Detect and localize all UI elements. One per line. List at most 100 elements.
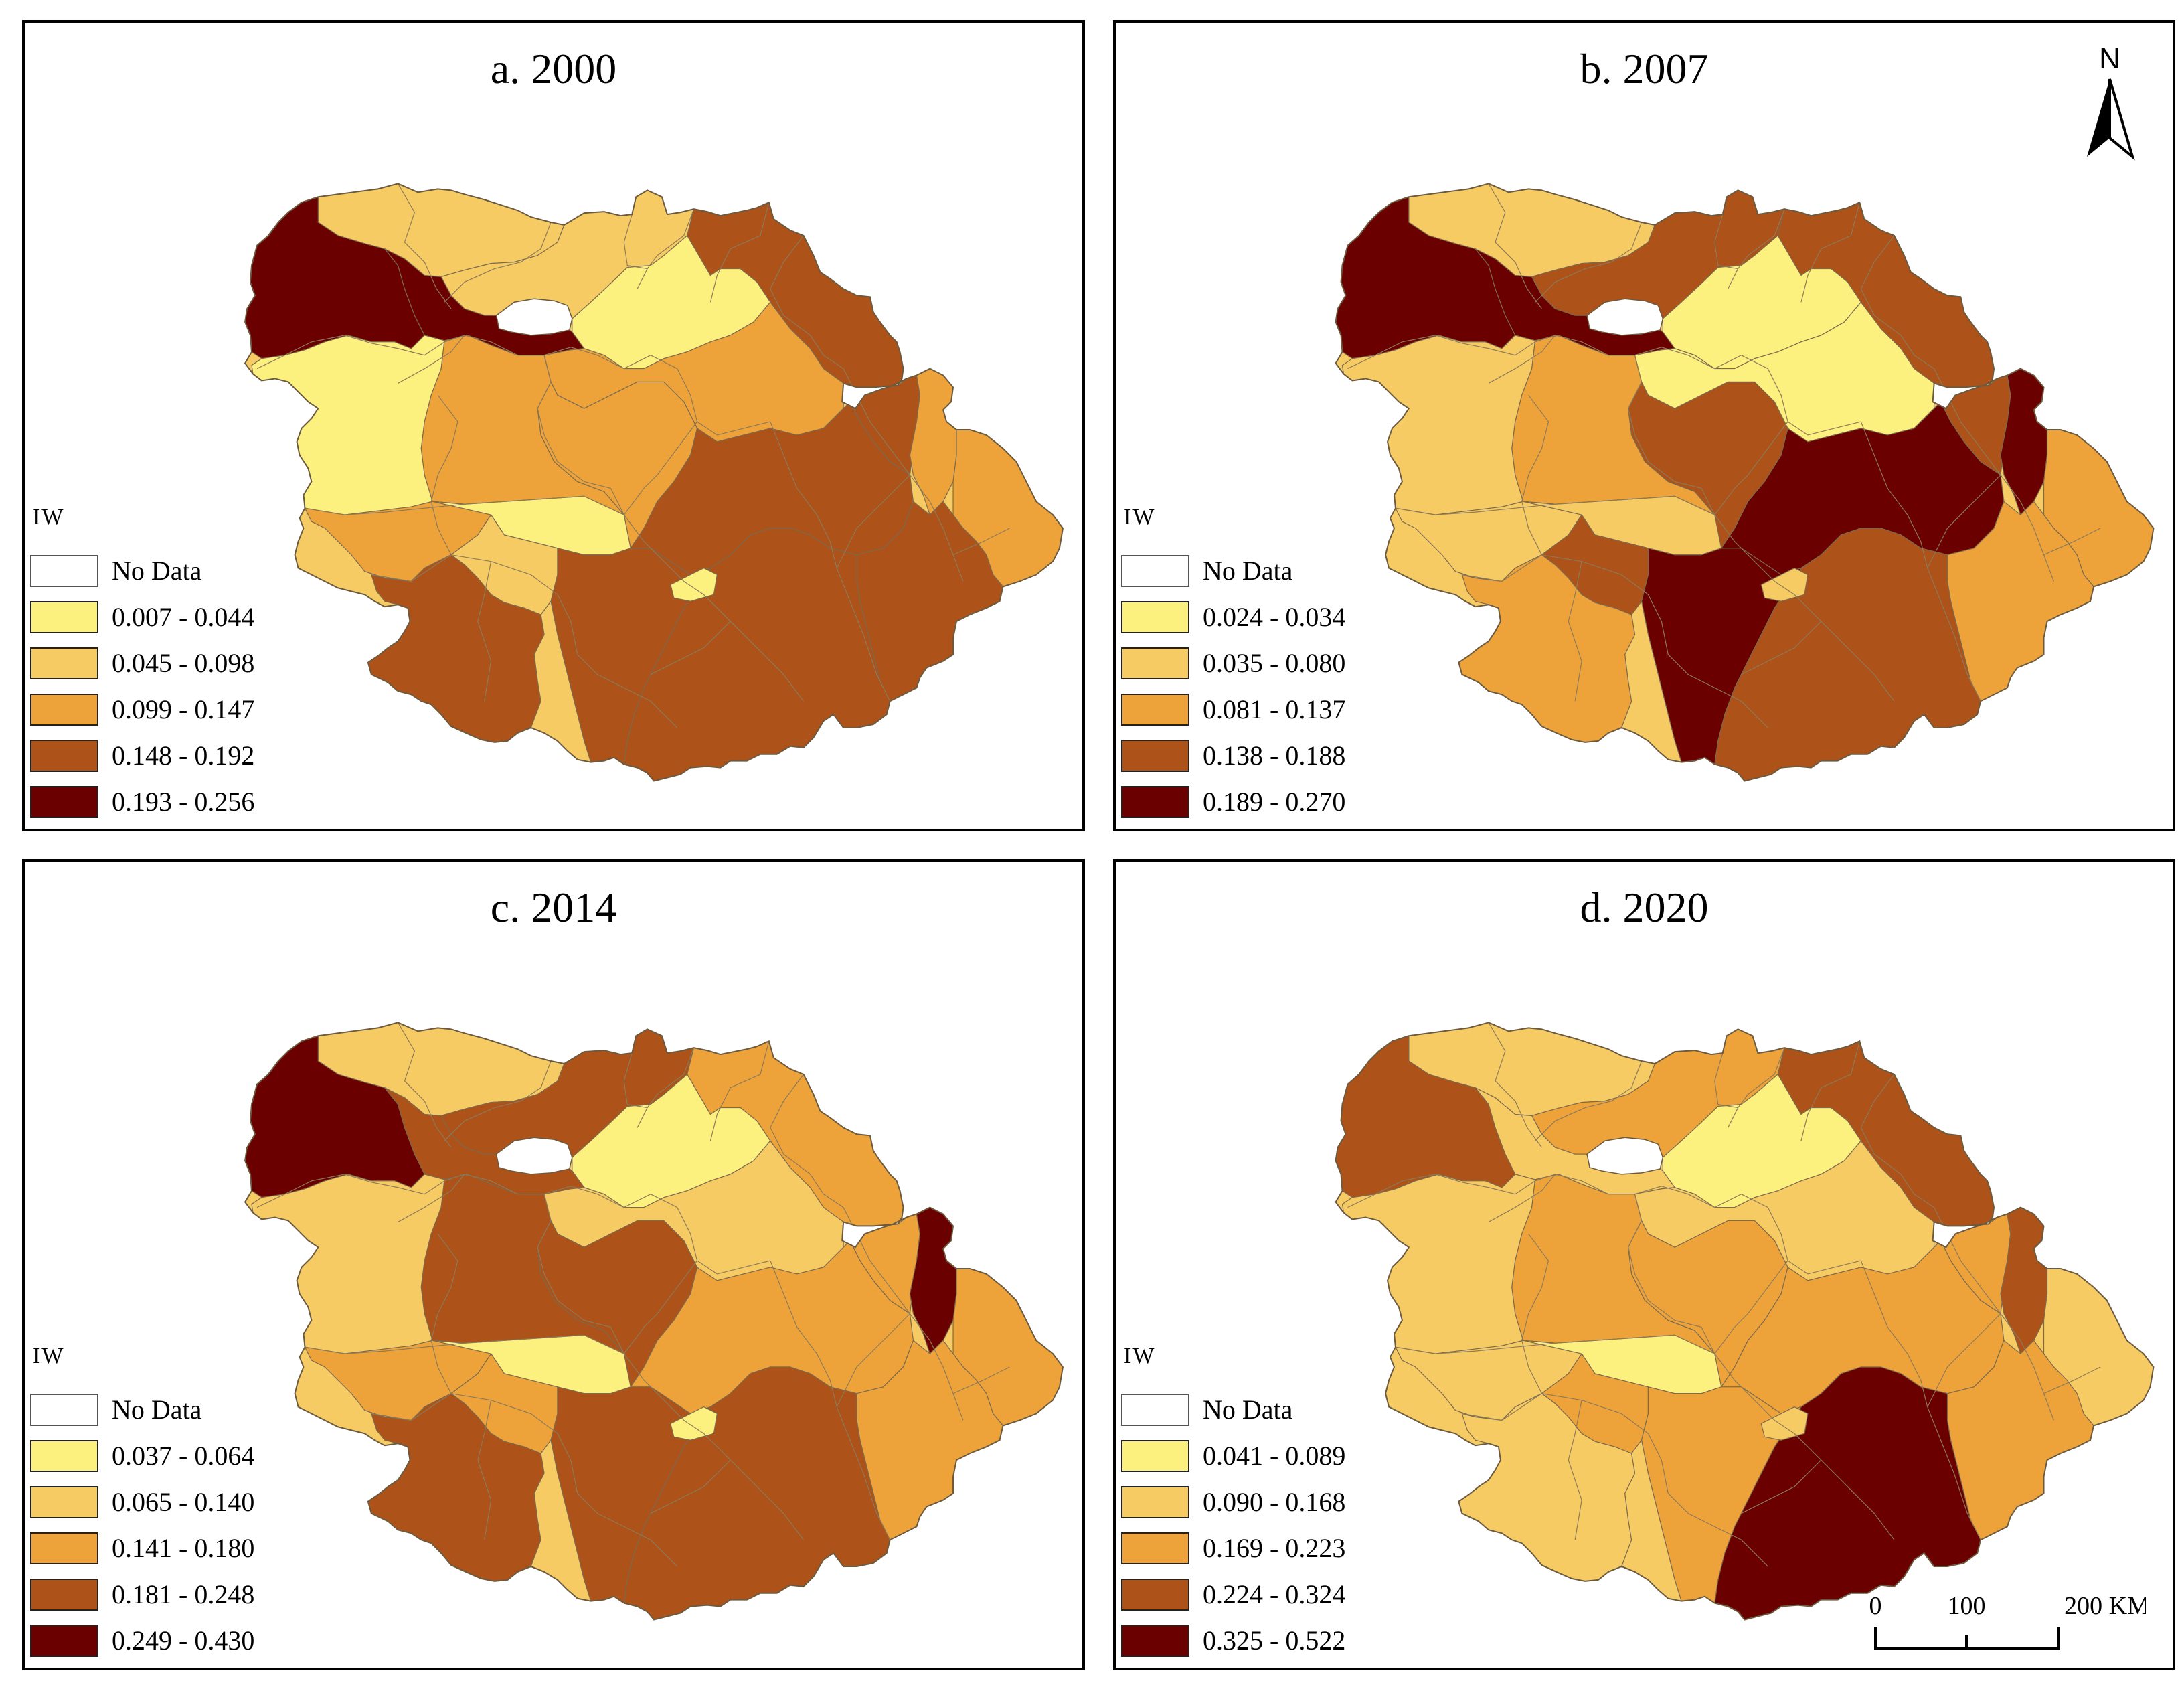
district-boundary [1728,1047,1785,1128]
district-boundary [537,355,624,515]
district-boundary [1794,1433,1895,1540]
legend-swatch [30,785,98,818]
district-boundary [1741,1194,1861,1275]
district-boundary [836,475,910,568]
district-boundary [450,1393,578,1494]
legend-label: No Data [1203,1394,1293,1425]
district-boundary [305,495,624,515]
district-boundary [770,1074,804,1128]
legend-item: 0.181 - 0.248 [30,1571,338,1617]
district-boundary [1714,1353,1795,1434]
no-data-area [495,1137,573,1175]
legend-label: 0.065 - 0.140 [112,1487,255,1517]
district-boundary [1667,1493,1768,1567]
district-boundary [836,568,891,702]
district-boundary [1714,1260,1788,1354]
district-boundary [450,554,578,655]
district-boundary [1714,214,1738,270]
map-panel-2020: d. 2020 IW No Data 0.041 - 0.089 0.090 -… [1113,859,2175,1670]
district-boundary [1395,495,1715,515]
district-region [1760,567,1809,602]
no-data-area [1586,1137,1664,1175]
district-boundary [836,1313,910,1407]
legend-swatch-no-data [30,1393,98,1426]
legend: IW No Data 0.024 - 0.034 0.035 - 0.080 0… [1121,505,1429,825]
district-boundary [1541,554,1669,655]
legend-item: 0.041 - 0.089 [1121,1433,1429,1479]
district-boundary [577,654,678,728]
legend-item: 0.035 - 0.080 [1121,640,1429,686]
district-boundary [623,421,698,515]
district-boundary [1568,561,1582,702]
district-boundary [1628,1194,1715,1354]
district-boundary [1714,1052,1738,1109]
legend-swatch [30,693,98,726]
district-boundary [1395,1334,1715,1354]
district-boundary [477,561,492,702]
district-boundary [398,335,651,384]
district-boundary [770,421,837,568]
district-boundary [1535,222,1643,303]
district-boundary [1667,654,1768,728]
legend-label: 0.024 - 0.034 [1203,602,1346,632]
legend-swatch [30,600,98,633]
district-boundary [637,208,695,289]
district-boundary [623,1260,698,1354]
district-boundary [770,235,804,289]
district-boundary [1927,1406,1981,1540]
district-region [670,567,718,602]
region-outline [244,1022,1064,1621]
legend-swatch [1121,600,1189,633]
legend-label: 0.224 - 0.324 [1203,1579,1346,1609]
legend-swatch [1121,1532,1189,1564]
district-boundary [2043,528,2101,556]
no-data-area [495,298,573,336]
north-label: N [2099,42,2120,75]
choropleth-map-2000 [244,183,1064,782]
legend-item-no-data: No Data [1121,548,1429,594]
legend-label: 0.169 - 0.223 [1203,1533,1346,1563]
legend: IW No Data 0.041 - 0.089 0.090 - 0.168 0… [1121,1344,1429,1664]
legend-swatch-no-data [30,554,98,587]
legend-label: 0.090 - 0.168 [1203,1487,1346,1517]
legend-item: 0.193 - 0.256 [30,779,338,825]
legend-swatch [30,1485,98,1518]
district-boundary [637,1047,695,1128]
district-boundary [398,183,452,309]
legend-swatch [1121,693,1189,726]
map-panel-2014: c. 2014 IW No Data 0.037 - 0.064 0.065 -… [22,859,1085,1670]
district-boundary [1488,1022,1542,1148]
district-boundary [1535,1060,1643,1141]
legend-label: 0.138 - 0.188 [1203,740,1346,771]
district-boundary [1541,1393,1669,1494]
legend-swatch [30,1439,98,1472]
region-outline [1335,183,2155,782]
district-boundary [650,1459,731,1514]
district-boundary [2000,1313,2054,1421]
legend-item-no-data: No Data [1121,1386,1429,1433]
legend-swatch [1121,1439,1189,1472]
district-region [1341,1174,1536,1354]
legend-swatch-no-data [1121,554,1189,587]
legend-item: 0.138 - 0.188 [1121,732,1429,779]
legend-label: No Data [112,556,202,586]
legend-label: No Data [1203,556,1293,586]
district-boundary [2000,475,2054,582]
district-boundary [1521,394,1549,555]
legend-item: 0.007 - 0.044 [30,594,338,640]
district-boundary [1927,475,2001,568]
district-boundary [430,1233,458,1394]
legend-item: 0.224 - 0.324 [1121,1571,1429,1617]
district-boundary [1741,1459,1822,1514]
district-boundary [836,1406,891,1540]
district-boundary [1860,421,1928,568]
district-boundary [909,1313,964,1421]
legend-label: 0.035 - 0.080 [1203,648,1346,678]
district-boundary [770,1127,844,1208]
district-boundary [1860,1127,1934,1208]
district-boundary [1488,1174,1742,1222]
district-boundary [703,594,804,702]
legend-title: IW [1124,505,1156,530]
legend-label: 0.041 - 0.089 [1203,1441,1346,1471]
choropleth-map-2020 [1335,1022,2155,1621]
